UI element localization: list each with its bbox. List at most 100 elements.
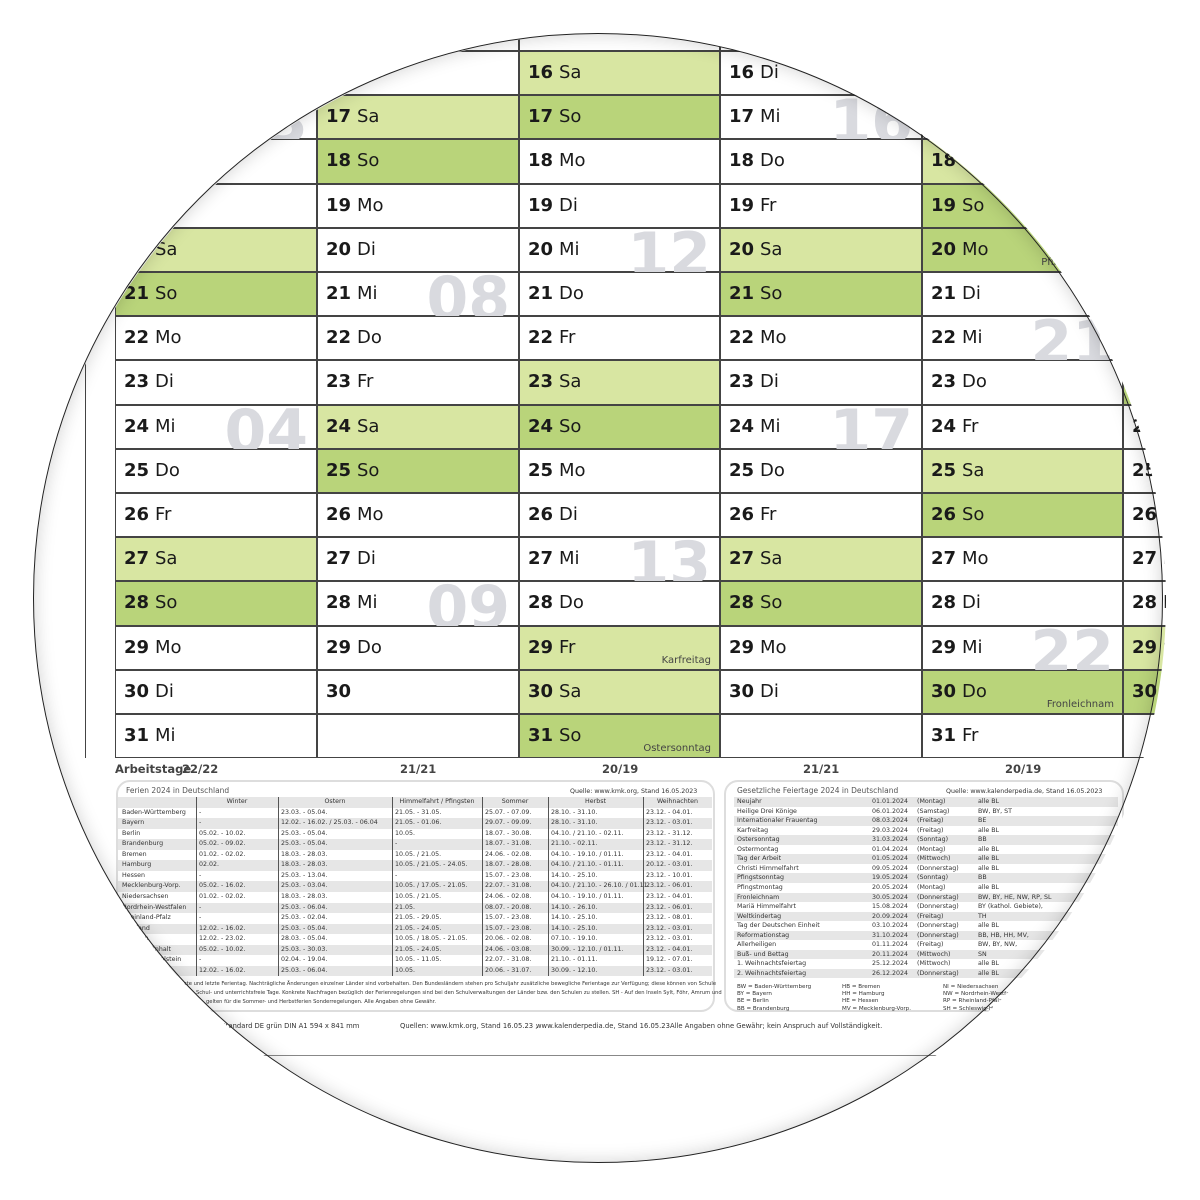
ferien-cell: 21.10. - 01.11. <box>551 956 598 964</box>
day-number: 17 <box>729 106 755 128</box>
ferien-row: Hessen - 25.03. - 13.04. - 15.07. - 23.08. 14… <box>118 871 712 882</box>
day-cell: 25 Sa <box>922 448 1123 493</box>
feiertag-cell: (Freitag) <box>917 912 944 920</box>
ferien-header-row: Winter Ostern Himmelfahrt / Pfingsten Somme… <box>118 797 712 808</box>
day-cell: 17 Sa <box>317 95 519 140</box>
ferien-cell: 04.10. / 21.10. - 01.11. <box>551 861 624 869</box>
weekday: Sa <box>559 680 582 702</box>
day-cell: 19 Fr <box>115 183 317 228</box>
feiertag-cell: Ostermontag <box>737 845 779 853</box>
ferien-cell: 28.10. - 31.10. <box>551 808 598 816</box>
day-cell: 03 17 Mi <box>115 92 317 152</box>
day-cell: 23 Sa <box>519 360 720 405</box>
ferien-cell: 20.06. - 31.07. <box>485 966 532 974</box>
day-cell: 30 Di <box>115 669 317 714</box>
day-number: 20 <box>528 238 554 260</box>
feiertag-cell: BW, BY, HE, NW, RP, SL <box>978 893 1052 901</box>
day-number: 31 <box>528 725 554 746</box>
column-separator <box>196 797 197 977</box>
ferien-cell: - <box>199 914 202 922</box>
ferien-cell: 23.12. - 03.01. <box>646 966 693 974</box>
ferien-cell: 19.12. - 07.01. <box>646 956 693 964</box>
ferien-cell: 23.12. - 03.01. <box>646 819 693 827</box>
ferien-cell: - <box>395 840 398 848</box>
weekday: So <box>962 194 985 216</box>
day-cell <box>720 714 922 759</box>
legend-entry: BW = Baden-Württemberg <box>737 984 812 990</box>
day-number: 20 <box>1132 238 1158 260</box>
day-number: 30 <box>931 680 957 702</box>
ferien-cell: 23.12. - 04.01. <box>646 850 693 858</box>
weekday: Di <box>155 680 174 702</box>
day-cell: 16 Fr <box>317 51 519 96</box>
day-cell: 28 Di <box>922 581 1123 626</box>
ferien-cell: 10.05. <box>395 829 416 837</box>
feiertag-cell: alle BL <box>978 855 1000 863</box>
feiertag-row: Neujahr 01.01.2024 (Montag) alle BL <box>734 797 1118 807</box>
day-cell: 22 Do <box>317 316 519 361</box>
day-number: 22 <box>1132 327 1158 349</box>
feiertag-cell: 20.11.2024 <box>872 950 909 958</box>
weekday: So <box>1163 680 1186 702</box>
feiertag-cell: alle BL <box>978 883 1000 891</box>
weekday: Do <box>155 150 180 172</box>
weekday: Mo <box>559 459 586 481</box>
ferien-cell: 05.02. - 10.02. <box>199 945 246 953</box>
feiertag-cell: Internationaler Frauentag <box>737 817 818 825</box>
day-number: 26 <box>528 504 554 525</box>
ferien-cell: 28.10. - 31.10. <box>551 819 598 827</box>
feiertag-row: Fronleichnam 30.05.2024 (Donnerstag) BW, BY… <box>734 892 1118 903</box>
day-cell: 16 Sa <box>519 51 720 96</box>
feiertag-cell: BE <box>978 817 987 825</box>
feiertag-cell: 19.05.2024 <box>872 874 909 882</box>
weekday: Mi <box>962 327 983 349</box>
day-number: 28 <box>124 592 150 614</box>
ferien-cell: 15.07. - 23.08. <box>485 924 532 932</box>
ferien-row: Niedersachsen 01.02. - 02.02. 18.03. - 28.… <box>118 892 712 903</box>
feiertag-row: Internationaler Frauentag 08.03.2024 (Frei… <box>734 816 1118 826</box>
day-cell <box>1123 714 1166 759</box>
weekday: Sa <box>155 548 178 570</box>
weekday: Do <box>760 150 785 172</box>
column-separator <box>548 797 549 977</box>
ferien-cell: Bremen <box>122 850 147 858</box>
day-number: 21 <box>1132 283 1158 304</box>
weekday: Mo <box>760 327 787 349</box>
day-cell <box>317 714 519 759</box>
feiertag-cell: Pfingstmontag <box>737 883 783 891</box>
ferien-cell: 15.07. - 23.08. <box>485 871 532 879</box>
day-cell: 23 So <box>1123 360 1166 405</box>
ferien-row: Bremen 01.02. - 02.02. 18.03. - 28.03. 10.0… <box>118 850 712 861</box>
feiertag-cell: Karfreitag <box>737 826 769 834</box>
day-number: 15 <box>1132 17 1158 39</box>
legend-entry: HE = Hessen <box>842 998 879 1005</box>
holiday-label: Karfreitag <box>661 654 711 666</box>
feiertag-cell: (Freitag) <box>917 817 944 825</box>
ferien-cell: 23.12. - 04.01. <box>646 945 693 953</box>
feiertag-cell: (Mittwoch) <box>917 855 951 863</box>
day-number: 26 <box>1132 504 1158 525</box>
day-cell: 22 29 Mi <box>922 623 1123 683</box>
weekday: Fr <box>760 504 777 525</box>
ferien-cell: 30.09. - 12.10. <box>551 966 598 974</box>
feiertage-title: Gesetzliche Feiertage 2024 in Deutschlan… <box>737 786 899 795</box>
day-number: 25 <box>124 459 150 481</box>
day-cell: 29 Sa <box>1123 625 1166 670</box>
feiertag-cell: 01.04.2024 <box>872 845 909 853</box>
note-line: Schul- und unterrichtsfreie Tage. Konkre… <box>196 990 722 996</box>
feiertag-cell: 01.01.2024 <box>872 798 909 805</box>
day-cell: 13 27 Mi <box>519 534 720 594</box>
workdays-value: 20/19 <box>1005 762 1042 776</box>
weekday: Fr <box>760 194 777 216</box>
ferien-row: Saarland 12.02. - 16.02. 25.03. - 05.04. 21… <box>118 923 712 935</box>
column-header: Sommer <box>501 798 529 805</box>
feiertag-cell: alle BL <box>978 826 1000 834</box>
ferien-cell: 10.05. / 21.05. - 24.05. <box>395 861 468 869</box>
ferien-cell: 10.05. / 18.05. - 21.05. <box>395 935 468 943</box>
ferien-row: Hamburg 02.02. 18.03. - 28.03. 10.05. / 21.… <box>118 860 712 871</box>
feiertag-cell: Fronleichnam <box>737 893 780 901</box>
weekday: Sa <box>357 415 380 437</box>
weekday: So <box>760 283 783 304</box>
day-number: 22 <box>931 327 957 349</box>
weekday: Mo <box>155 17 182 39</box>
